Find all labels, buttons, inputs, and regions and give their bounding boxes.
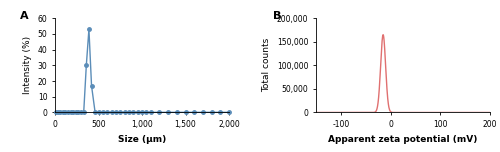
X-axis label: Size (μm): Size (μm) bbox=[118, 135, 166, 144]
Text: B: B bbox=[272, 11, 281, 21]
X-axis label: Apparent zeta potential (mV): Apparent zeta potential (mV) bbox=[328, 135, 478, 144]
Y-axis label: Total counts: Total counts bbox=[262, 38, 272, 92]
Y-axis label: Intensity (%): Intensity (%) bbox=[23, 36, 32, 94]
Text: A: A bbox=[20, 11, 29, 21]
